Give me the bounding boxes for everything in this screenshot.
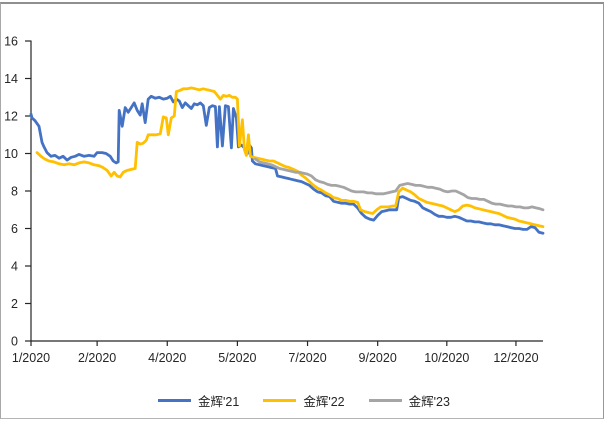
svg-text:12: 12	[4, 110, 18, 124]
legend-item-jinhui-22: 金辉'22	[263, 391, 345, 410]
svg-text:9/2020: 9/2020	[359, 351, 397, 365]
legend-swatch-yellow-icon	[263, 399, 297, 402]
svg-text:14: 14	[4, 72, 18, 86]
svg-text:2: 2	[11, 297, 18, 311]
legend-swatch-blue-icon	[158, 399, 192, 402]
legend-item-jinhui-23: 金辉'23	[368, 391, 450, 410]
chart-frame	[0, 2, 604, 419]
svg-text:8: 8	[11, 185, 18, 199]
svg-text:5/2020: 5/2020	[218, 351, 256, 365]
svg-text:16: 16	[4, 35, 18, 49]
svg-text:10: 10	[4, 147, 18, 161]
legend-swatch-gray-icon	[368, 399, 402, 402]
legend-label-jinhui-23: 金辉'23	[408, 395, 450, 409]
chart-legend: 金辉'21 金辉'22 金辉'23	[0, 391, 608, 410]
svg-text:7/2020: 7/2020	[288, 351, 326, 365]
svg-text:4: 4	[11, 260, 18, 274]
svg-text:0: 0	[11, 335, 18, 349]
legend-label-jinhui-22: 金辉'22	[303, 395, 345, 409]
svg-text:6: 6	[11, 222, 18, 236]
svg-text:2/2020: 2/2020	[78, 351, 116, 365]
svg-text:1/2020: 1/2020	[12, 351, 50, 365]
svg-text:4/2020: 4/2020	[148, 351, 186, 365]
legend-item-jinhui-21: 金辉'21	[158, 391, 239, 410]
svg-text:10/2020: 10/2020	[424, 351, 469, 365]
legend-label-jinhui-21: 金辉'21	[198, 395, 240, 409]
svg-text:12/2020: 12/2020	[493, 351, 538, 365]
